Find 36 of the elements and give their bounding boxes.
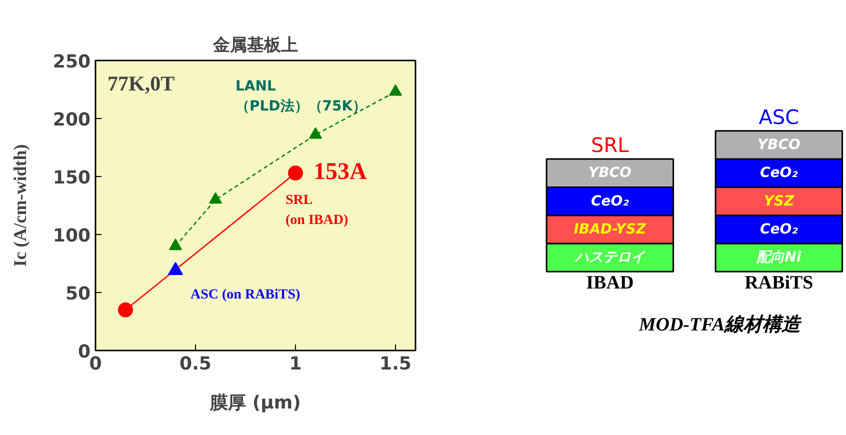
y-tick-label: 200 — [52, 110, 91, 130]
text: CeO₂ — [760, 221, 798, 238]
x-tick-label: 1.5 — [380, 354, 412, 374]
y-tick-label: 150 — [52, 168, 91, 188]
point — [309, 127, 322, 139]
text: ハステロイ — [574, 250, 645, 266]
text: MOD-TFA線材構造 — [638, 314, 803, 336]
text: CeO₂ — [591, 193, 629, 210]
x-tick-label: 1 — [289, 354, 302, 374]
y-axis-title: Ic (A/cm-width) — [10, 144, 30, 267]
text: 配向Ni — [756, 250, 802, 266]
series-label: ASC (on RABiTS) — [190, 287, 301, 302]
y-tick-label: 100 — [52, 226, 91, 246]
point — [209, 192, 222, 204]
point — [118, 302, 133, 318]
y-tick-label: 250 — [52, 52, 91, 72]
text: IBAD-YSZ — [574, 221, 646, 238]
category-label: IBAD — [586, 272, 634, 294]
chart-title: 金属基板上 — [212, 36, 298, 56]
series-label: SRL (on IBAD) — [286, 193, 348, 228]
text: SRL — [591, 132, 629, 157]
text: CeO₂ — [760, 165, 798, 182]
text: YSZ — [764, 193, 794, 210]
annotation: 153A — [314, 159, 368, 186]
text: YBCO — [757, 136, 800, 153]
text: YBCO — [588, 165, 632, 182]
point — [168, 262, 183, 275]
text: ASC — [758, 104, 800, 129]
point — [169, 238, 182, 250]
point — [389, 84, 402, 96]
annotation: 77K,0T — [108, 72, 175, 96]
x-tick-label: 0.5 — [180, 354, 212, 374]
category-label: RABiTS — [744, 272, 814, 294]
y-tick-label: 50 — [65, 284, 91, 304]
x-axis-title: 膜厚 (μm) — [209, 392, 301, 414]
series-label: LANL （PLD法）（75K） — [236, 78, 367, 115]
